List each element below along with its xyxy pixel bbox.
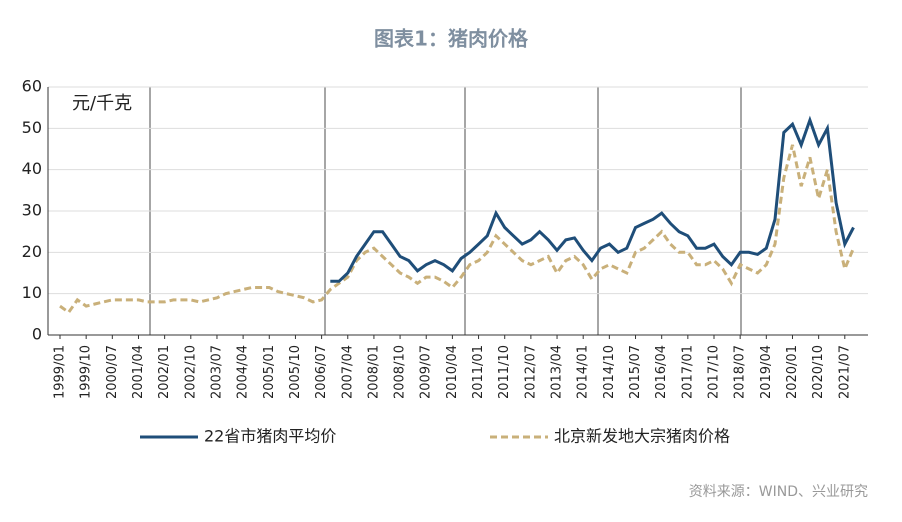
x-tick-label: 2017/01 xyxy=(680,345,695,399)
x-tick-label: 1999/10 xyxy=(79,345,94,399)
y-tick-label: 50 xyxy=(22,118,42,137)
x-tick-label: 2002/01 xyxy=(157,345,172,399)
x-tick-label: 1999/01 xyxy=(53,345,68,399)
x-tick-label: 2011/10 xyxy=(497,345,512,399)
x-tick-label: 2001/04 xyxy=(131,345,146,399)
x-tick-label: 2006/07 xyxy=(314,345,329,399)
y-tick-label: 20 xyxy=(22,242,42,261)
x-tick-label: 2014/10 xyxy=(602,345,617,399)
x-tick-label: 2016/04 xyxy=(654,345,669,399)
x-tick-label: 2020/10 xyxy=(811,345,826,399)
x-tick-label: 2000/07 xyxy=(105,345,120,399)
x-tick-label: 2020/01 xyxy=(785,345,800,399)
series-line xyxy=(59,144,855,315)
x-tick-label: 2011/01 xyxy=(471,345,486,399)
x-tick-label: 2013/04 xyxy=(550,345,565,399)
y-unit-label: 元/千克 xyxy=(72,93,132,114)
legend-label: 22省市猪肉平均价 xyxy=(204,427,336,446)
x-tick-label: 2019/04 xyxy=(759,345,774,399)
y-tick-label: 0 xyxy=(32,325,42,344)
x-tick-label: 2018/07 xyxy=(733,345,748,399)
legend-label: 北京新发地大宗猪肉价格 xyxy=(554,427,730,446)
x-tick-label: 2015/07 xyxy=(628,345,643,399)
x-tick-label: 2012/07 xyxy=(523,345,538,399)
chart-title: 图表1：猪肉价格 xyxy=(374,27,529,51)
x-tick-label: 2009/07 xyxy=(419,345,434,399)
x-tick-label: 2005/01 xyxy=(262,345,277,399)
x-tick-label: 2007/04 xyxy=(340,345,355,399)
y-tick-label: 30 xyxy=(22,201,42,220)
x-tick-label: 2017/10 xyxy=(707,345,722,399)
x-tick-label: 2005/10 xyxy=(288,345,303,399)
x-tick-label: 2002/10 xyxy=(183,345,198,399)
x-tick-label: 2003/07 xyxy=(209,345,224,399)
x-tick-label: 2014/01 xyxy=(576,345,591,399)
y-tick-label: 60 xyxy=(22,77,42,96)
x-tick-label: 2008/01 xyxy=(366,345,381,399)
x-tick-label: 2010/04 xyxy=(445,345,460,399)
x-tick-label: 2004/04 xyxy=(236,345,251,399)
x-tick-label: 2008/10 xyxy=(393,345,408,399)
y-tick-label: 40 xyxy=(22,159,42,178)
series-line xyxy=(330,115,855,283)
x-tick-label: 2021/07 xyxy=(837,345,852,399)
y-tick-label: 10 xyxy=(22,283,42,302)
source: 资料来源：WIND、兴业研究 xyxy=(689,484,868,500)
